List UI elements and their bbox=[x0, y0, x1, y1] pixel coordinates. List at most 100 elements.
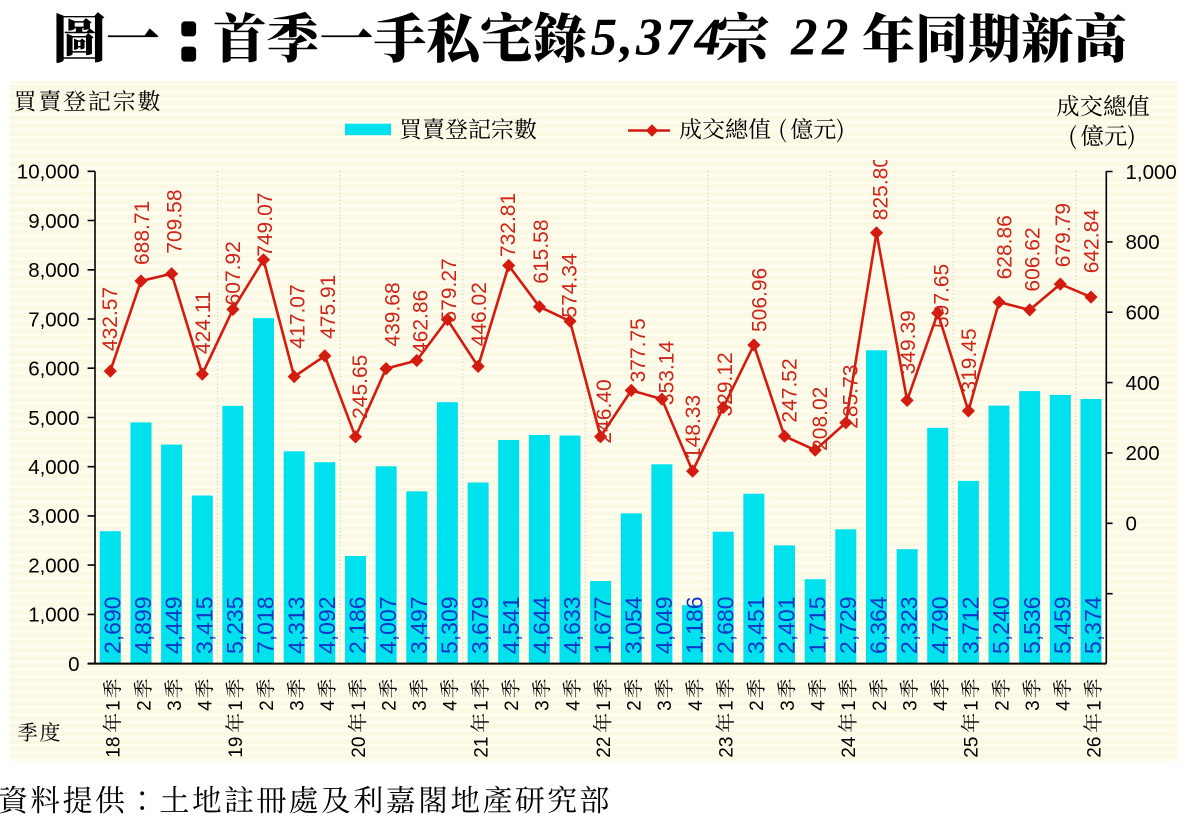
svg-text:400: 400 bbox=[1126, 372, 1160, 395]
svg-text:1: 1 bbox=[226, 700, 247, 711]
svg-text:2,186: 2,186 bbox=[345, 596, 371, 654]
svg-text:2: 2 bbox=[992, 700, 1013, 711]
svg-text:3,451: 3,451 bbox=[743, 596, 769, 654]
svg-text:18: 18 bbox=[104, 737, 125, 758]
svg-text:377.75: 377.75 bbox=[627, 318, 650, 382]
svg-text:1: 1 bbox=[962, 700, 983, 711]
svg-text:4,313: 4,313 bbox=[283, 596, 309, 654]
svg-text:4: 4 bbox=[1054, 700, 1075, 711]
svg-text:329.12: 329.12 bbox=[714, 352, 737, 416]
svg-text:1: 1 bbox=[349, 700, 370, 711]
svg-text:2: 2 bbox=[747, 700, 768, 711]
svg-text:0: 0 bbox=[68, 653, 79, 676]
svg-text:688.71: 688.71 bbox=[131, 201, 154, 265]
svg-text:628.86: 628.86 bbox=[993, 215, 1016, 279]
svg-text:1: 1 bbox=[471, 700, 492, 711]
svg-text:4,449: 4,449 bbox=[161, 596, 187, 654]
svg-text:4,899: 4,899 bbox=[130, 596, 156, 654]
svg-text:2: 2 bbox=[379, 700, 400, 711]
svg-text:4: 4 bbox=[931, 700, 952, 711]
svg-text:4,644: 4,644 bbox=[529, 596, 555, 654]
svg-text:709.58: 709.58 bbox=[163, 189, 186, 253]
svg-text:25: 25 bbox=[962, 737, 983, 758]
svg-text:2: 2 bbox=[870, 700, 891, 711]
svg-text:3: 3 bbox=[288, 700, 309, 711]
svg-text:3,415: 3,415 bbox=[191, 596, 217, 654]
svg-text:3: 3 bbox=[1023, 700, 1044, 711]
svg-text:22: 22 bbox=[790, 9, 853, 67]
svg-text:3: 3 bbox=[165, 700, 186, 711]
svg-text:22: 22 bbox=[594, 737, 615, 758]
svg-text:7,000: 7,000 bbox=[28, 308, 79, 331]
svg-text:5,536: 5,536 bbox=[1019, 596, 1045, 654]
svg-text:4,000: 4,000 bbox=[28, 456, 79, 479]
svg-text:1: 1 bbox=[104, 700, 125, 711]
svg-text:0: 0 bbox=[1126, 513, 1137, 536]
svg-text:1,186: 1,186 bbox=[682, 596, 708, 654]
svg-text:2: 2 bbox=[257, 700, 278, 711]
svg-text:475.91: 475.91 bbox=[317, 275, 340, 339]
svg-text:5,459: 5,459 bbox=[1049, 596, 1075, 654]
svg-text:3: 3 bbox=[778, 700, 799, 711]
svg-text:615.58: 615.58 bbox=[530, 219, 553, 283]
svg-text:4: 4 bbox=[196, 700, 217, 711]
svg-text:4,092: 4,092 bbox=[314, 596, 340, 654]
svg-text:6,000: 6,000 bbox=[28, 358, 79, 381]
svg-text:3,712: 3,712 bbox=[958, 596, 984, 654]
svg-text:5,000: 5,000 bbox=[28, 407, 79, 430]
svg-text:432.57: 432.57 bbox=[99, 287, 122, 351]
svg-text:19: 19 bbox=[226, 737, 247, 758]
svg-text:1,000: 1,000 bbox=[28, 604, 79, 627]
svg-text:1: 1 bbox=[594, 700, 615, 711]
svg-text:446.02: 446.02 bbox=[468, 282, 491, 346]
svg-text:606.62: 606.62 bbox=[1022, 227, 1045, 291]
svg-text:579.27: 579.27 bbox=[438, 258, 461, 322]
svg-text:8,000: 8,000 bbox=[28, 259, 79, 282]
svg-text:732.81: 732.81 bbox=[497, 193, 520, 257]
svg-text:1,000: 1,000 bbox=[1126, 161, 1177, 184]
svg-text:506.96: 506.96 bbox=[748, 268, 771, 332]
svg-text:1: 1 bbox=[839, 700, 860, 711]
svg-text:319.45: 319.45 bbox=[958, 328, 981, 392]
svg-text:574.34: 574.34 bbox=[559, 253, 582, 318]
svg-text:285.73: 285.73 bbox=[839, 365, 862, 429]
svg-text:20: 20 bbox=[349, 737, 370, 758]
svg-text:3,000: 3,000 bbox=[28, 505, 79, 528]
svg-text:26: 26 bbox=[1084, 737, 1105, 758]
svg-text:3: 3 bbox=[900, 700, 921, 711]
svg-text:4: 4 bbox=[563, 700, 584, 711]
svg-text:4,007: 4,007 bbox=[375, 596, 401, 654]
svg-text:800: 800 bbox=[1126, 231, 1160, 254]
svg-text:462.86: 462.86 bbox=[410, 290, 433, 354]
svg-text:247.52: 247.52 bbox=[779, 358, 802, 422]
svg-text:3: 3 bbox=[533, 700, 554, 711]
svg-text:1: 1 bbox=[717, 700, 738, 711]
svg-text:4,790: 4,790 bbox=[927, 596, 953, 654]
svg-text:607.92: 607.92 bbox=[222, 241, 245, 305]
svg-text:9,000: 9,000 bbox=[28, 210, 79, 233]
svg-text:3,497: 3,497 bbox=[406, 596, 432, 654]
svg-text:679.79: 679.79 bbox=[1052, 203, 1075, 267]
svg-text:597.65: 597.65 bbox=[931, 264, 954, 328]
svg-text:4: 4 bbox=[809, 700, 830, 711]
svg-text:148.33: 148.33 bbox=[682, 395, 705, 459]
svg-text:7,018: 7,018 bbox=[253, 596, 279, 654]
svg-text:245.65: 245.65 bbox=[349, 355, 372, 419]
svg-text:2: 2 bbox=[625, 700, 646, 711]
svg-text:2: 2 bbox=[134, 700, 155, 711]
svg-text:10,000: 10,000 bbox=[17, 161, 80, 184]
svg-text:1,715: 1,715 bbox=[804, 596, 830, 654]
svg-text:3,054: 3,054 bbox=[620, 596, 646, 654]
svg-text:4,633: 4,633 bbox=[559, 596, 585, 654]
svg-text:424.11: 424.11 bbox=[192, 291, 215, 354]
svg-text:6,364: 6,364 bbox=[866, 596, 892, 654]
svg-text:3: 3 bbox=[410, 700, 431, 711]
svg-text:208.02: 208.02 bbox=[809, 387, 832, 451]
svg-text:642.84: 642.84 bbox=[1080, 209, 1103, 274]
svg-text:600: 600 bbox=[1126, 302, 1160, 325]
svg-text:24: 24 bbox=[839, 736, 860, 758]
svg-text:5,374: 5,374 bbox=[1080, 596, 1106, 654]
svg-text:4,541: 4,541 bbox=[498, 596, 524, 654]
svg-text:5,309: 5,309 bbox=[437, 596, 463, 654]
svg-text:2,000: 2,000 bbox=[28, 554, 79, 577]
